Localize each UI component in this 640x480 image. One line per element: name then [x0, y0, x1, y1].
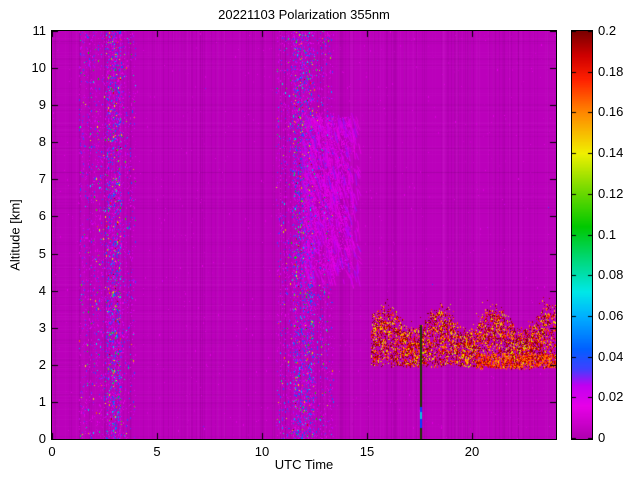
y-tick-label: 7	[38, 171, 46, 187]
colorbar-tick-label: 0.06	[598, 307, 624, 323]
colorbar-tick-label: 0	[598, 430, 606, 445]
x-axis-label: UTC Time	[274, 457, 334, 472]
y-tick-label: 11	[32, 23, 47, 38]
y-tick-label: 8	[38, 134, 46, 150]
x-tick-label: 5	[153, 444, 161, 459]
colorbar-tick-label: 0.04	[598, 348, 624, 364]
colorbar-frame	[571, 30, 593, 440]
y-tick-label: 1	[38, 393, 46, 409]
y-tick-label: 3	[38, 319, 46, 335]
x-tick-label: 0	[48, 444, 56, 459]
y-tick-label: 4	[38, 282, 46, 298]
colorbar-canvas	[572, 31, 592, 439]
y-tick-label: 6	[38, 208, 46, 224]
y-tick-label: 9	[38, 97, 46, 113]
colorbar-tick-label: 0.08	[598, 267, 624, 283]
x-tick-label: 10	[254, 444, 270, 459]
heatmap-canvas	[52, 31, 556, 439]
x-tick-label: 20	[464, 444, 480, 459]
x-tick-label: 15	[359, 444, 375, 459]
colorbar-tick-label: 0.16	[598, 104, 624, 120]
plot-area	[51, 30, 557, 440]
y-tick-label: 5	[38, 245, 46, 261]
colorbar-tick-label: 0.2	[598, 23, 617, 38]
y-tick-label: 2	[38, 356, 46, 372]
colorbar-tick-label: 0.18	[598, 63, 624, 79]
y-tick-label: 10	[31, 60, 46, 76]
colorbar-tick-label: 0.12	[598, 185, 624, 201]
chart-title: 20221103 Polarization 355nm	[218, 7, 390, 22]
colorbar-tick-label: 0.14	[598, 145, 624, 161]
y-tick-label: 0	[38, 431, 46, 446]
colorbar-tick-label: 0.02	[598, 389, 624, 405]
colorbar-tick-label: 0.1	[598, 226, 617, 242]
